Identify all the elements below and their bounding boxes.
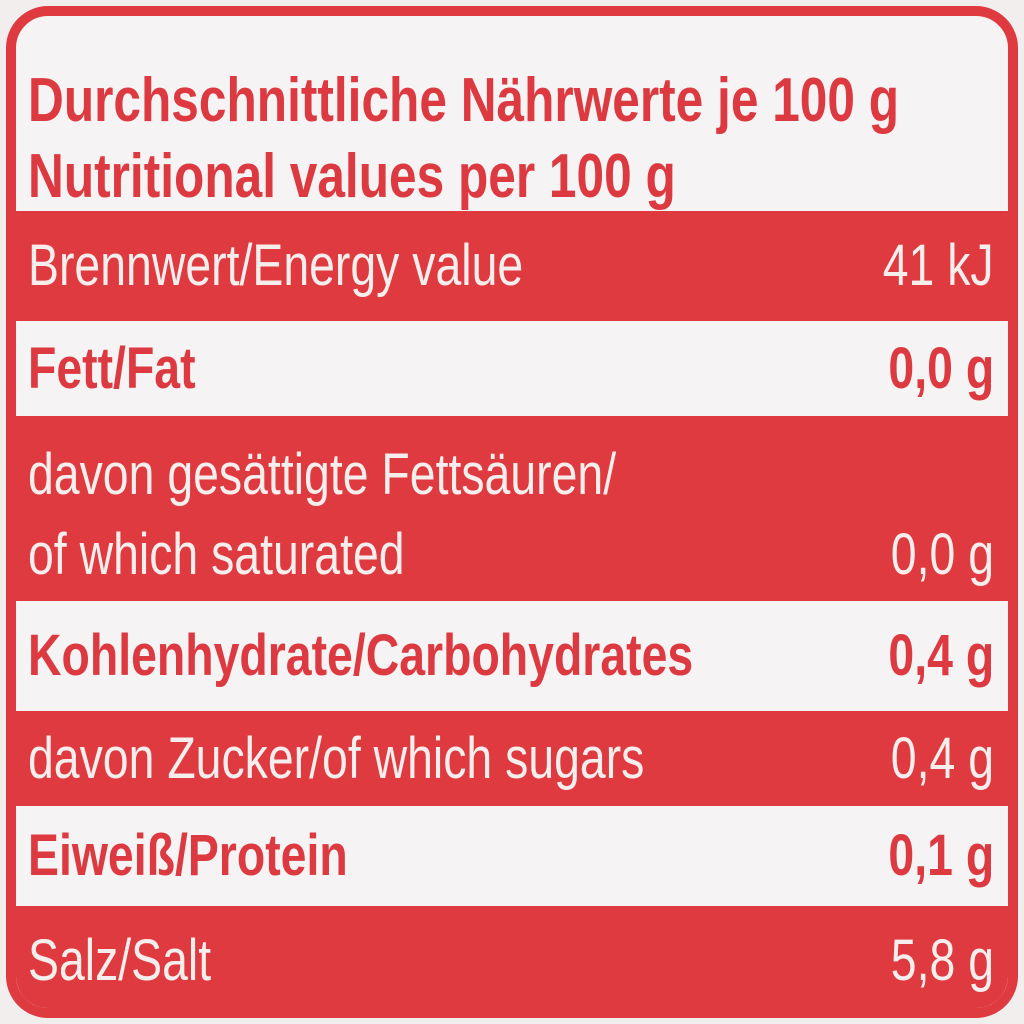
header-line: Nutritional values per 100 g (28, 142, 676, 211)
header-line: Durchschnittliche Nährwerte je 100 g (28, 66, 900, 135)
row-value: 5,8 g (890, 928, 994, 993)
row-value: 0,4 g (890, 725, 994, 791)
table-row: Salz/Salt 5,8 g (16, 906, 1008, 1008)
row-value: 0,4 g (888, 623, 994, 688)
row-label: Brennwert/Energy value (28, 233, 524, 298)
row-label: Kohlenhydrate/Carbohydrates (28, 623, 694, 688)
table-row: Kohlenhydrate/Carbohydrates 0,4 g (16, 601, 1008, 711)
table-row: davon gesättigte Fettsäuren/of which sat… (16, 416, 1008, 601)
row-label: Salz/Salt (28, 928, 212, 993)
row-label: Eiweiß/Protein (28, 823, 348, 888)
table-row: Fett/Fat 0,0 g (16, 321, 1008, 416)
row-value: 41 kJ (883, 233, 994, 298)
row-label: of which saturated (28, 522, 405, 587)
row-value: 0,0 g (890, 522, 994, 587)
row-value: 0,0 g (888, 335, 994, 401)
row-label: Fett/Fat (28, 335, 196, 401)
nutrition-label: Durchschnittliche Nährwerte je 100 g Nut… (6, 6, 1018, 1018)
table-row: Eiweiß/Protein 0,1 g (16, 806, 1008, 906)
row-label: davon Zucker/of which sugars (28, 725, 645, 791)
row-label: davon gesättigte Fettsäuren/ (28, 442, 617, 507)
table-row: davon Zucker/of which sugars 0,4 g (16, 711, 1008, 806)
row-value: 0,1 g (888, 823, 994, 888)
table-row: Brennwert/Energy value 41 kJ (16, 211, 1008, 321)
